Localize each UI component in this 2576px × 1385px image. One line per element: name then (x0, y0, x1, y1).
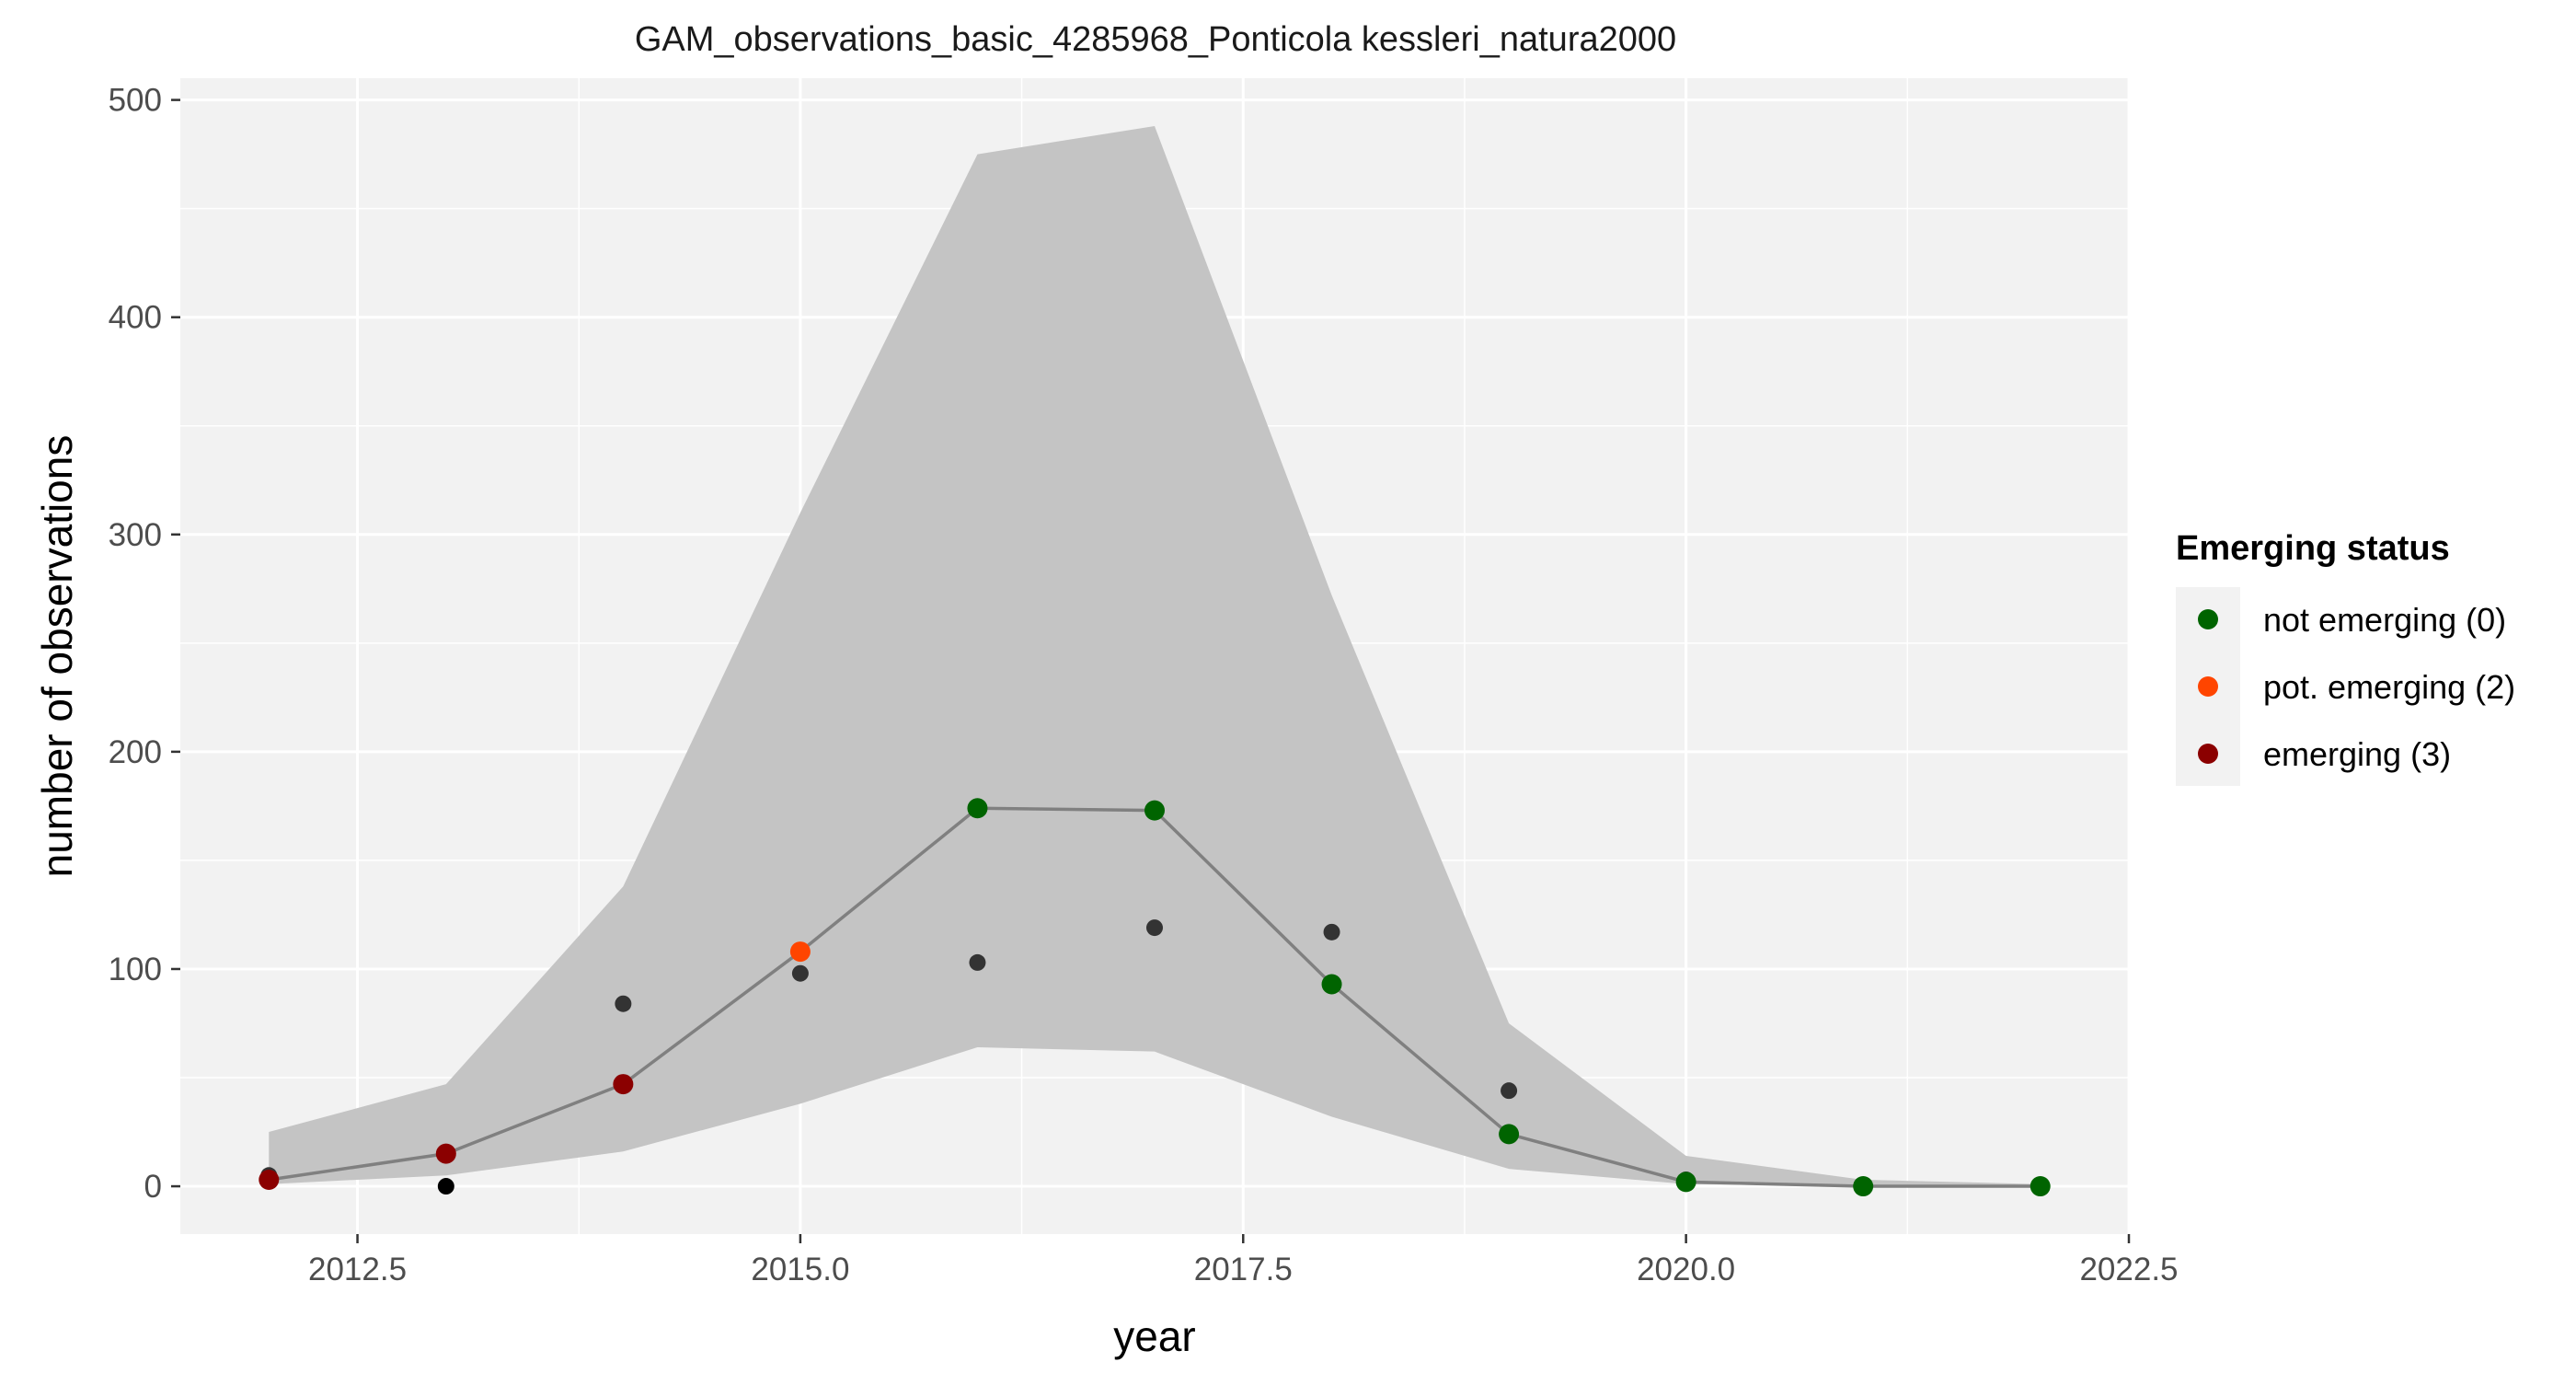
fit-point (1144, 800, 1165, 821)
legend: Emerging status not emerging (0) pot. eme… (2176, 529, 2515, 786)
fit-point (1853, 1176, 1874, 1197)
x-tick-label: 2015.0 (751, 1252, 849, 1287)
x-axis-label: year (1113, 1312, 1195, 1360)
legend-key (2198, 676, 2218, 697)
legend-title: Emerging status (2176, 529, 2450, 568)
legend-key (2198, 609, 2218, 629)
fit-points (259, 798, 2051, 1197)
observed-point (1501, 1082, 1518, 1100)
x-tick-label: 2022.5 (2079, 1252, 2178, 1287)
observed-point (969, 953, 986, 971)
legend-label: not emerging (0) (2263, 601, 2506, 639)
fit-point (435, 1143, 456, 1164)
confidence-ribbon (269, 125, 2041, 1187)
legend-label: pot. emerging (2) (2263, 668, 2515, 706)
fit-point (1675, 1171, 1696, 1193)
y-tick-label: 500 (109, 83, 162, 119)
fit-point (2030, 1176, 2051, 1197)
observed-point (1146, 919, 1163, 937)
y-tick-label: 200 (109, 734, 162, 770)
observed-point (437, 1178, 454, 1195)
fit-point (1499, 1124, 1520, 1145)
y-axis-label: number of observations (33, 435, 81, 878)
y-axis: 0 100 200 300 400 500 (109, 83, 180, 1205)
legend-entries: not emerging (0) pot. emerging (2) emergin… (2198, 601, 2515, 773)
fit-point (967, 798, 988, 819)
fit-point (789, 941, 811, 963)
observed-point (791, 964, 809, 982)
x-axis: 2012.5 2015.0 2017.5 2020.0 2022.5 (308, 1234, 2179, 1287)
y-tick-label: 400 (109, 300, 162, 336)
x-tick-label: 2017.5 (1194, 1252, 1293, 1287)
observed-point (1323, 923, 1340, 941)
fit-point (1321, 974, 1342, 995)
fit-point (259, 1169, 280, 1190)
legend-label: emerging (3) (2263, 735, 2451, 773)
x-tick-label: 2012.5 (308, 1252, 407, 1287)
y-tick-label: 0 (144, 1169, 162, 1205)
legend-key (2198, 744, 2218, 764)
chart-title: GAM_observations_basic_4285968_Ponticola… (635, 20, 1676, 59)
y-tick-label: 300 (109, 517, 162, 553)
y-tick-label: 100 (109, 952, 162, 987)
fit-point (613, 1074, 634, 1095)
x-tick-label: 2020.0 (1637, 1252, 1735, 1287)
observed-point (615, 995, 632, 1012)
